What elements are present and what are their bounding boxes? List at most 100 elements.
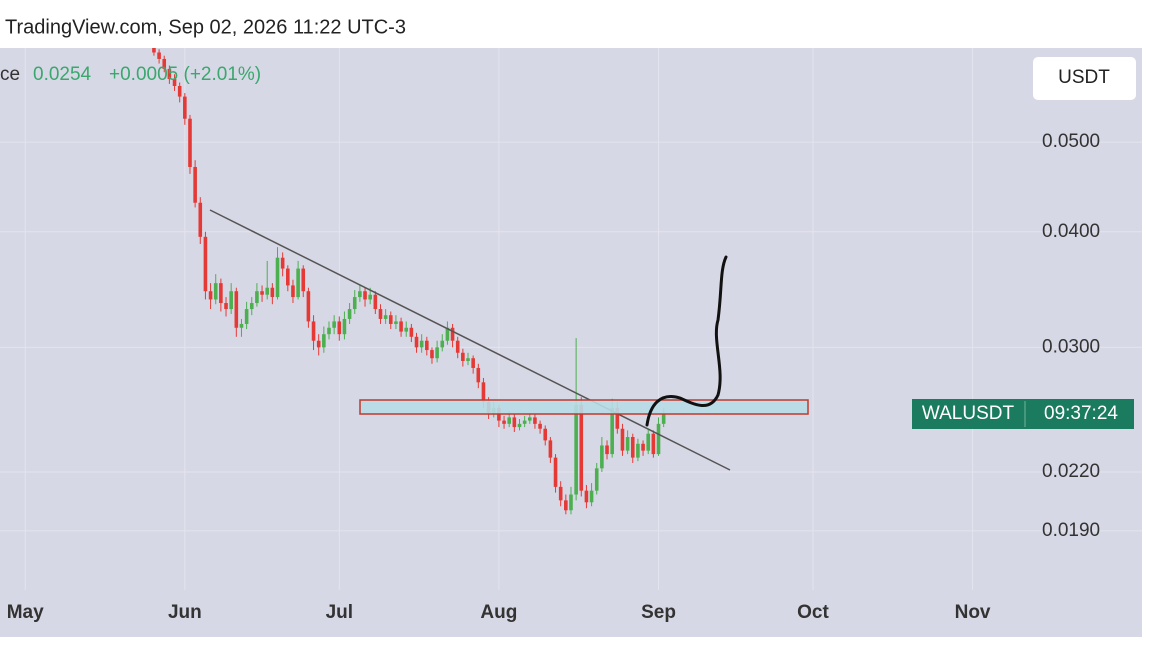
candle-body	[450, 327, 455, 341]
candle-body	[651, 433, 656, 455]
candle-body	[373, 294, 378, 310]
candle-body	[306, 291, 311, 322]
candle-body	[172, 79, 177, 86]
legend-value: 0.0254	[33, 64, 92, 85]
legend-change: +0.0005 (+2.01%)	[109, 64, 261, 85]
candle-body	[352, 297, 357, 310]
candle-body	[471, 358, 475, 368]
candle-body	[234, 291, 239, 328]
header: TradingView.com, Sep 02, 2026 11:22 UTC-…	[5, 16, 406, 38]
candle-body	[363, 291, 367, 300]
candle-body	[522, 420, 527, 424]
candle-body	[280, 257, 285, 269]
candle-body	[502, 420, 506, 424]
candle-body	[445, 327, 450, 341]
candle-body	[322, 334, 326, 348]
candle-body	[275, 257, 280, 298]
candle-body	[589, 490, 594, 503]
candle-body	[630, 437, 635, 458]
candle-body	[409, 327, 414, 337]
candle-body	[620, 428, 625, 451]
grid	[0, 48, 1142, 590]
zone	[359, 399, 809, 415]
candle-body	[600, 445, 604, 469]
candle-body	[584, 490, 589, 503]
y-tick-label: 0.0190	[1042, 520, 1100, 541]
candle-body	[440, 340, 445, 348]
candle-body	[316, 340, 321, 348]
symbol-label	[912, 399, 1134, 429]
candle-body	[188, 118, 192, 167]
candle-body	[152, 48, 156, 53]
legend-label: ce	[0, 64, 20, 85]
candle-body	[167, 68, 172, 80]
x-tick-label: May	[7, 602, 44, 623]
candle-body	[301, 268, 306, 292]
candle-body	[270, 287, 275, 298]
candle-body	[244, 309, 249, 324]
candle-body	[594, 468, 599, 491]
candle-body	[625, 437, 630, 451]
candle-body	[553, 457, 558, 487]
currency-box[interactable]	[1033, 57, 1136, 100]
candle-body	[291, 285, 295, 298]
candle-body	[455, 340, 460, 353]
candle-body	[476, 367, 481, 383]
candle-body	[548, 440, 553, 458]
y-tick-label: 0.0500	[1042, 131, 1100, 152]
x-tick-label: Oct	[797, 602, 829, 623]
candle-body	[229, 291, 233, 310]
candle-body	[157, 52, 161, 59]
candle-body	[533, 417, 537, 424]
candle-body	[337, 321, 342, 335]
candle-body	[224, 303, 228, 310]
trend-line	[209, 209, 731, 471]
candle-body	[347, 309, 352, 319]
y-tick-label: 0.0300	[1042, 336, 1100, 357]
candle-body	[558, 486, 563, 501]
candle-body	[430, 350, 434, 359]
y-tick-label: 0.0400	[1042, 221, 1100, 242]
candle-body	[605, 445, 609, 455]
candle-body	[213, 283, 218, 300]
candle-body	[388, 315, 393, 324]
candle-body	[394, 321, 398, 324]
candle-body	[255, 291, 259, 304]
candle-body	[615, 407, 620, 429]
drawn-curve	[645, 255, 728, 427]
countdown: 09:37:24	[1044, 403, 1118, 424]
candle-body	[425, 340, 429, 351]
candle-body	[564, 500, 568, 511]
candle-body	[358, 291, 362, 298]
candle-body	[332, 321, 336, 328]
candle-body	[296, 268, 300, 298]
candle-body	[466, 358, 470, 361]
candle-body	[239, 323, 244, 328]
candle-body	[265, 287, 270, 295]
candle-body	[399, 321, 403, 332]
candle-body	[538, 423, 542, 429]
x-tick-label: Aug	[480, 602, 517, 623]
candle-body	[183, 96, 187, 119]
candle-body	[419, 340, 424, 348]
y-tick-label: 0.0220	[1042, 461, 1100, 482]
candle-body	[574, 404, 578, 495]
candle-body	[579, 404, 584, 491]
candle-body	[435, 347, 439, 359]
x-tick-label: Nov	[955, 602, 991, 623]
candle-body	[414, 336, 419, 348]
candle-body	[569, 494, 573, 511]
chart-background	[0, 48, 1142, 637]
x-tick-label: Jun	[168, 602, 202, 623]
candle-body	[512, 417, 517, 428]
candle-body	[193, 166, 197, 203]
candle-body	[177, 85, 182, 97]
candle-body	[219, 283, 223, 304]
candle-body	[368, 294, 372, 300]
currency[interactable]: USDT	[1058, 67, 1110, 88]
candle-body	[661, 414, 666, 424]
candle-body	[342, 318, 347, 335]
candle-body	[404, 327, 409, 332]
candle-body	[527, 417, 532, 421]
